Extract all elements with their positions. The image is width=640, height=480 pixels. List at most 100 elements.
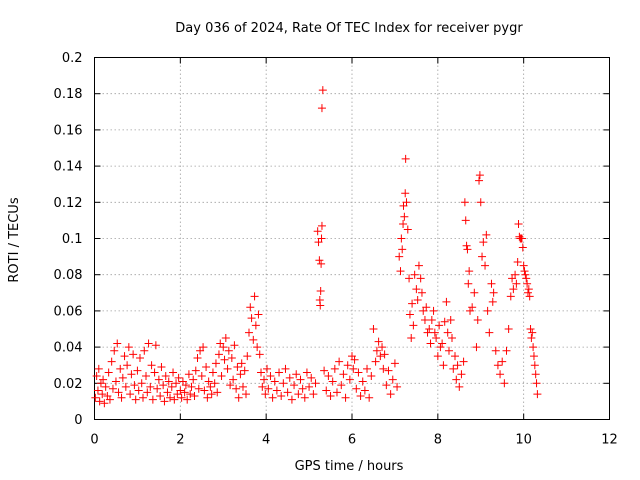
data-point bbox=[245, 328, 253, 337]
data-point bbox=[241, 390, 250, 399]
data-point bbox=[408, 299, 417, 308]
data-point bbox=[255, 350, 264, 359]
y-tick-label: 0.14 bbox=[54, 160, 83, 175]
data-point bbox=[283, 388, 292, 397]
data-point bbox=[237, 359, 246, 368]
data-point bbox=[270, 377, 279, 386]
data-point bbox=[427, 315, 436, 324]
data-point bbox=[422, 303, 431, 312]
data-point bbox=[468, 303, 477, 312]
data-point bbox=[113, 339, 122, 348]
data-point bbox=[292, 370, 301, 379]
data-point bbox=[279, 379, 288, 388]
data-point bbox=[457, 370, 466, 379]
data-point bbox=[130, 381, 139, 390]
data-point bbox=[290, 381, 299, 390]
data-point bbox=[91, 393, 100, 402]
data-point bbox=[438, 339, 447, 348]
data-point bbox=[120, 352, 129, 361]
data-point bbox=[92, 372, 101, 381]
data-point bbox=[157, 363, 166, 372]
data-point bbox=[226, 381, 235, 390]
data-point bbox=[294, 390, 303, 399]
y-tick-label: 0.18 bbox=[54, 87, 83, 102]
data-point bbox=[413, 296, 422, 305]
data-point bbox=[439, 361, 448, 370]
data-point bbox=[156, 391, 165, 400]
data-point bbox=[105, 395, 114, 404]
data-point bbox=[164, 377, 173, 386]
data-point bbox=[126, 390, 135, 399]
data-point bbox=[400, 212, 409, 221]
data-point bbox=[444, 346, 453, 355]
data-point bbox=[214, 350, 223, 359]
data-point bbox=[285, 373, 294, 382]
data-point bbox=[177, 393, 186, 402]
data-point bbox=[131, 395, 140, 404]
data-point bbox=[193, 353, 202, 362]
data-point bbox=[524, 285, 533, 294]
data-point bbox=[229, 375, 238, 384]
data-point bbox=[133, 366, 142, 375]
data-point bbox=[372, 346, 381, 355]
data-point bbox=[493, 361, 502, 370]
data-point bbox=[416, 274, 425, 283]
data-point bbox=[154, 375, 163, 384]
data-point bbox=[317, 259, 326, 268]
data-point bbox=[296, 375, 305, 384]
data-point bbox=[150, 368, 159, 377]
data-point bbox=[148, 395, 157, 404]
data-point bbox=[315, 256, 324, 265]
data-point bbox=[167, 382, 176, 391]
data-point bbox=[305, 382, 314, 391]
data-point bbox=[326, 391, 335, 400]
data-point bbox=[358, 377, 367, 386]
data-point bbox=[254, 310, 263, 319]
data-point bbox=[349, 364, 358, 373]
data-point bbox=[140, 346, 149, 355]
data-point bbox=[246, 303, 255, 312]
data-point bbox=[498, 357, 507, 366]
data-point bbox=[463, 245, 472, 254]
data-point bbox=[446, 315, 455, 324]
data-point bbox=[160, 397, 169, 406]
data-point bbox=[393, 382, 402, 391]
data-point bbox=[459, 357, 468, 366]
y-tick-label: 0 bbox=[74, 413, 82, 428]
x-tick-label: 2 bbox=[176, 433, 184, 448]
data-point bbox=[529, 352, 538, 361]
x-tick-label: 6 bbox=[348, 433, 356, 448]
data-point bbox=[500, 379, 509, 388]
data-point bbox=[183, 395, 192, 404]
data-point bbox=[402, 198, 411, 207]
data-point bbox=[287, 395, 296, 404]
data-point bbox=[451, 352, 459, 361]
data-point bbox=[277, 391, 286, 400]
data-point bbox=[363, 364, 372, 373]
data-point bbox=[328, 377, 337, 386]
chart-title: Day 036 of 2024, Rate Of TEC Index for r… bbox=[175, 21, 523, 36]
x-tick-label: 4 bbox=[262, 433, 270, 448]
data-point bbox=[430, 328, 439, 337]
data-point bbox=[186, 390, 195, 399]
data-point bbox=[473, 315, 482, 324]
data-point bbox=[258, 382, 267, 391]
data-point bbox=[488, 297, 497, 306]
data-point bbox=[116, 364, 125, 373]
data-point bbox=[395, 252, 404, 261]
data-point bbox=[405, 310, 414, 319]
data-point bbox=[407, 334, 416, 343]
data-point bbox=[410, 270, 419, 279]
data-point bbox=[117, 393, 126, 402]
data-point bbox=[352, 384, 361, 393]
data-point bbox=[208, 368, 217, 377]
data-point bbox=[398, 245, 407, 254]
x-tick-label: 8 bbox=[434, 433, 442, 448]
data-point bbox=[442, 297, 451, 306]
data-point bbox=[169, 368, 178, 377]
data-point bbox=[170, 395, 179, 404]
data-point bbox=[227, 353, 236, 362]
x-tick-label: 12 bbox=[601, 433, 618, 448]
data-point bbox=[369, 325, 378, 333]
y-tick-label: 0.08 bbox=[54, 268, 83, 283]
